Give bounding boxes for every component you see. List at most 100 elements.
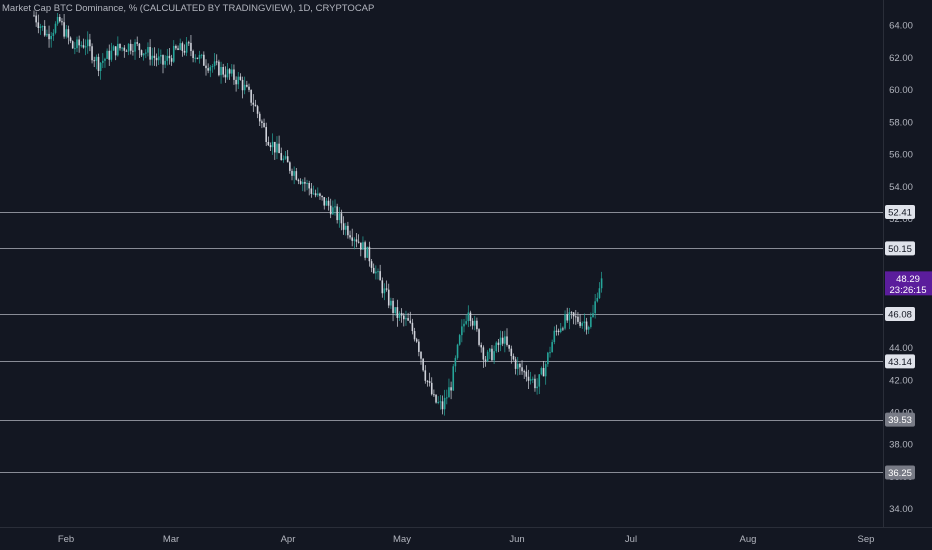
candle-body xyxy=(342,223,345,230)
candle-body xyxy=(71,41,74,49)
candle-body xyxy=(297,179,300,182)
candle-body xyxy=(61,21,63,23)
candle-body xyxy=(338,213,341,221)
candle-body xyxy=(555,330,558,332)
candle-body xyxy=(59,16,61,22)
candle-body xyxy=(256,106,259,114)
candle-body xyxy=(215,61,218,63)
y-tick-label: 54.00 xyxy=(889,182,913,193)
candle-body xyxy=(108,50,111,60)
candle-body xyxy=(532,378,534,380)
level-price-label-text: 50.15 xyxy=(888,244,912,255)
level-price-label-bg xyxy=(885,306,915,321)
level-price-label: 46.08 xyxy=(885,306,915,321)
candle-body xyxy=(329,205,332,215)
candle-body xyxy=(426,380,429,382)
candle-body xyxy=(284,156,287,159)
candle-body xyxy=(482,347,485,360)
candle-body xyxy=(334,206,336,208)
candle-body xyxy=(418,341,420,352)
candle-body xyxy=(119,43,121,49)
y-tick-label: 62.00 xyxy=(889,53,913,64)
candle-body xyxy=(127,43,130,52)
candle-body xyxy=(534,378,536,389)
candle-body xyxy=(168,55,171,59)
candle-body xyxy=(63,22,65,37)
candle-body xyxy=(84,46,87,48)
candle-body xyxy=(233,69,235,80)
candle-body xyxy=(248,86,250,90)
candle-body xyxy=(471,320,474,326)
x-tick-label: Feb xyxy=(58,534,74,545)
candle-body xyxy=(407,318,409,321)
candles xyxy=(33,10,603,416)
candle-body xyxy=(175,45,177,49)
y-tick-label: 56.00 xyxy=(889,150,913,161)
candle-body xyxy=(188,42,190,44)
candle-body xyxy=(183,50,186,53)
level-price-label: 52.41 xyxy=(885,204,915,219)
candle-body xyxy=(65,29,68,37)
candle-body xyxy=(149,47,151,60)
candle-body xyxy=(452,366,455,391)
candle-body xyxy=(368,246,371,262)
candle-body xyxy=(575,316,577,318)
candle-body xyxy=(357,241,360,243)
candle-body xyxy=(289,162,291,171)
candle-body xyxy=(132,50,134,52)
candle-body xyxy=(559,328,562,333)
candle-body xyxy=(590,317,592,327)
candle-body xyxy=(170,58,173,62)
candle-body xyxy=(568,312,571,321)
candle-body xyxy=(164,60,166,65)
candle-body xyxy=(194,57,197,59)
candle-body xyxy=(415,339,418,342)
candle-body xyxy=(252,102,255,105)
candle-body xyxy=(516,363,519,369)
current-price-label-bg xyxy=(885,271,932,296)
candle-body xyxy=(521,367,523,372)
candle-body xyxy=(265,127,267,142)
candle-body xyxy=(398,313,401,318)
candle-body xyxy=(185,42,188,53)
candle-body xyxy=(564,314,566,329)
candle-body xyxy=(278,143,280,154)
candle-body xyxy=(97,56,100,71)
candle-body xyxy=(587,326,590,330)
level-price-label-text: 43.14 xyxy=(888,357,912,368)
candle-body xyxy=(54,23,57,33)
candle-body xyxy=(218,61,220,76)
candle-body xyxy=(484,359,487,361)
candle-body xyxy=(385,288,388,290)
candle-body xyxy=(596,297,599,302)
candle-body xyxy=(301,181,304,184)
candle-body xyxy=(473,320,476,326)
candle-body xyxy=(41,26,44,28)
candle-body xyxy=(540,368,543,375)
candle-body xyxy=(102,60,104,63)
candle-body xyxy=(362,242,364,250)
candle-body xyxy=(121,47,123,49)
x-tick-label: Mar xyxy=(163,534,179,545)
candle-body xyxy=(360,242,362,250)
candle-body xyxy=(228,69,231,74)
candle-body xyxy=(52,32,55,36)
x-tick-label: Jul xyxy=(625,534,637,545)
level-price-label: 43.14 xyxy=(885,354,915,369)
candle-body xyxy=(235,79,237,85)
time-axis: Feb Mar Apr May Jun Jul Aug Sep xyxy=(58,534,875,545)
candle-body xyxy=(74,48,76,50)
candle-body xyxy=(428,381,431,383)
candle-body xyxy=(153,55,156,58)
candle-body xyxy=(433,394,435,396)
candle-body xyxy=(314,193,317,196)
candle-body xyxy=(267,141,270,146)
candle-body xyxy=(549,352,551,354)
candle-body xyxy=(501,337,504,344)
candle-body xyxy=(577,316,579,322)
candle-body xyxy=(317,193,319,196)
candle-body xyxy=(95,56,98,61)
candle-body xyxy=(254,104,257,107)
level-price-label-text: 39.53 xyxy=(888,415,912,426)
candle-body xyxy=(506,336,508,345)
